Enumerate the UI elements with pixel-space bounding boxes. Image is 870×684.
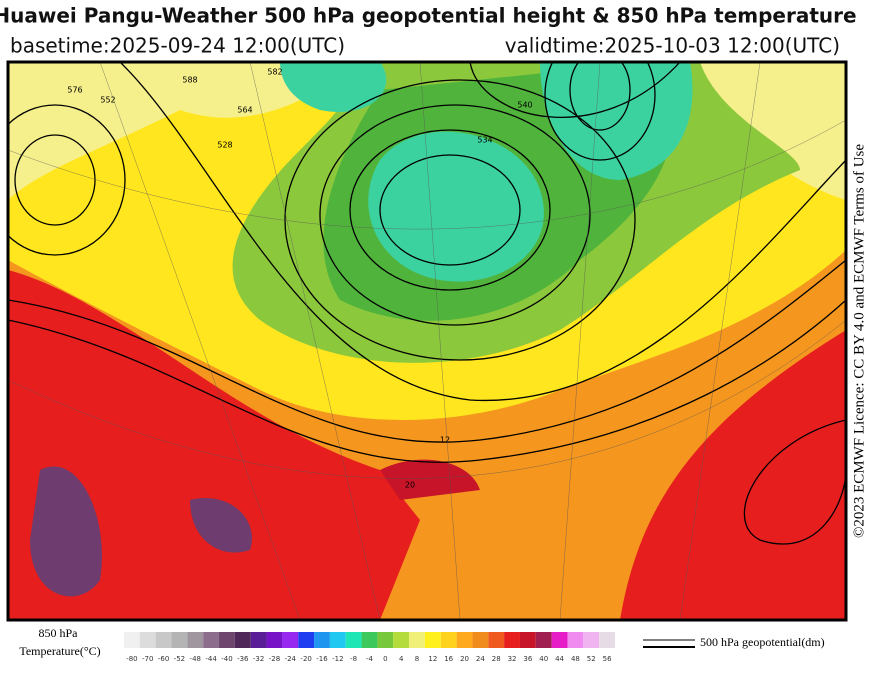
colorbar-tick-label: -52 (174, 655, 185, 663)
colorbar-tick-label: -12 (332, 655, 343, 663)
colorbar-swatch (519, 632, 536, 648)
colorbar-tick-label: 0 (383, 655, 387, 663)
colorbar-swatch (551, 632, 568, 648)
colorbar-swatch (234, 632, 251, 648)
colorbar-tick-label: -40 (221, 655, 232, 663)
colorbar-tick-label: -36 (237, 655, 249, 663)
colorbar-swatch (171, 632, 188, 648)
colorbar-tick-label: -28 (269, 655, 280, 663)
colorbar-swatch (583, 632, 600, 648)
colorbar-tick-label: -44 (205, 655, 217, 663)
contour-label: 588 (182, 76, 197, 85)
colorbar-tick-label: -20 (300, 655, 311, 663)
colorbar-swatch (187, 632, 204, 648)
colorbar-swatch (219, 632, 235, 648)
colorbar-tick-label: 4 (399, 655, 404, 663)
colorbar-tick-label: -48 (190, 655, 201, 663)
contour-label: 582 (267, 68, 282, 77)
contour-label: 20 (405, 481, 415, 490)
colorbar-tick-label: 20 (460, 655, 469, 663)
colorbar-swatch (456, 632, 473, 648)
colorbar-swatch (599, 632, 615, 648)
colorbar-swatch (266, 632, 283, 648)
colorbar-tick-label: 56 (603, 655, 612, 663)
temp-label: Temperature(°C) (19, 644, 100, 658)
colorbar-tick-label: -8 (350, 655, 357, 663)
colorbar-swatch (124, 632, 140, 648)
colorbar-tick-label: -4 (366, 655, 374, 663)
colorbar-tick-label: -24 (285, 655, 297, 663)
colorbar-swatch (504, 632, 520, 648)
colorbar-swatch (440, 632, 457, 648)
basetime: basetime:2025-09-24 12:00(UTC) (10, 34, 345, 58)
colorbar-tick-label: 8 (415, 655, 419, 663)
colorbar-swatch (424, 632, 441, 648)
colorbar-tick-label: 36 (523, 655, 532, 663)
colorbar-tick-label: 40 (539, 655, 548, 663)
colorbar-tick-label: 28 (492, 655, 501, 663)
validtime: validtime:2025-10-03 12:00(UTC) (505, 34, 840, 58)
colorbar-swatch (535, 632, 552, 648)
colorbar-tick-label: 48 (571, 655, 580, 663)
colorbar-swatch (314, 632, 330, 648)
colorbar-tick-label: 32 (508, 655, 517, 663)
colorbar-tick-label: -70 (142, 655, 153, 663)
colorbar-swatch (282, 632, 299, 648)
colorbar-tick-label: 16 (444, 655, 453, 663)
contour-label: 540 (517, 101, 532, 110)
colorbar-swatch (345, 632, 362, 648)
colorbar-tick-label: -60 (158, 655, 169, 663)
contour-label: 12 (440, 436, 450, 445)
colorbar-tick-label: -16 (316, 655, 328, 663)
colorbar-swatch (203, 632, 220, 648)
colorbar-swatch (155, 632, 172, 648)
title: Huawei Pangu-Weather 500 hPa geopotentia… (0, 4, 857, 28)
colorbar-tick-label: -32 (253, 655, 264, 663)
colorbar-swatch (250, 632, 267, 648)
contour-label: 534 (477, 136, 492, 145)
contour-label: 576 (67, 86, 82, 95)
colorbar-swatch (472, 632, 489, 648)
contour-labels: 576 552 564 528 540 534 582 588 12 20 (67, 68, 532, 490)
colorbar: -80 -70 -60 -52 -48 -44 -40 -36 -32 -28 -24 -20 -16-… (124, 632, 615, 663)
colorbar-swatch (329, 632, 346, 648)
colorbar-swatch (409, 632, 425, 648)
colorbar-swatch (393, 632, 410, 648)
contour-label: 564 (237, 106, 252, 115)
colorbar-swatch (298, 632, 315, 648)
colorbar-swatch (377, 632, 394, 648)
contour-label: 552 (100, 96, 115, 105)
colorbar-swatch (139, 632, 156, 648)
contour-label: 528 (217, 141, 232, 150)
map: 576 552 564 528 540 534 582 588 12 20 (8, 62, 846, 620)
map-frame (6, 60, 848, 622)
colorbar-swatch (488, 632, 505, 648)
colorbar-tick-label: 44 (555, 655, 564, 663)
license: ©2023 ECMWF Licence: CC BY 4.0 and ECMWF… (851, 144, 867, 538)
colorbar-tick-label: -80 (126, 655, 137, 663)
temp-label: 850 hPa (39, 626, 79, 640)
colorbar-tick-label: 52 (587, 655, 596, 663)
colorbar-tick-label: 24 (476, 655, 485, 663)
colorbar-swatch (361, 632, 378, 648)
geopotential-label: 500 hPa geopotential(dm) (700, 635, 825, 649)
colorbar-swatch (567, 632, 584, 648)
colorbar-tick-label: 12 (428, 655, 437, 663)
